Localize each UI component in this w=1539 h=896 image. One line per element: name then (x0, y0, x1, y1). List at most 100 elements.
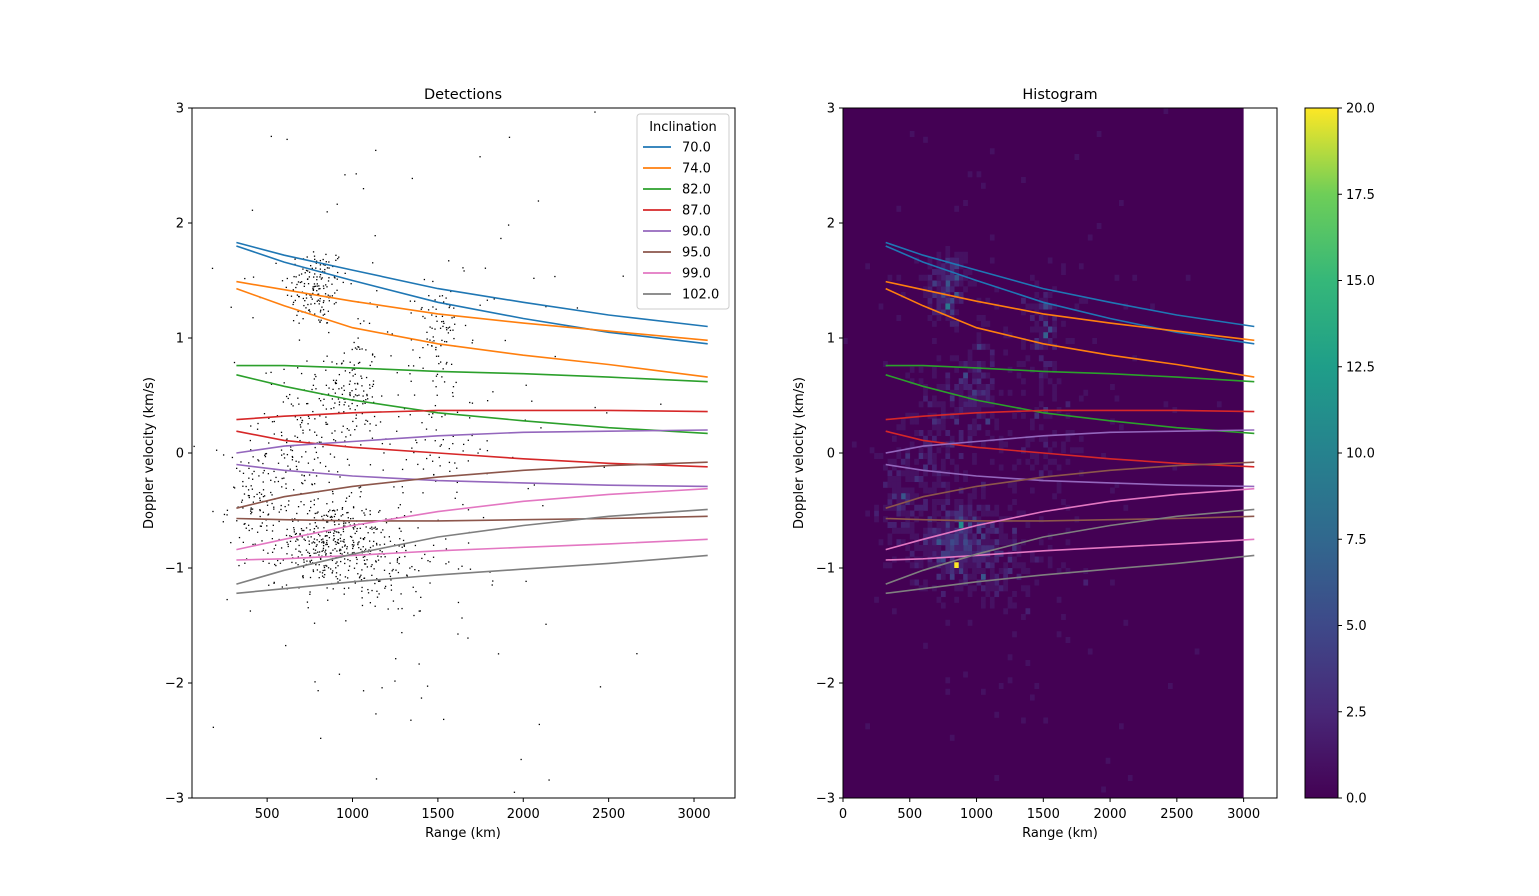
detection-point (307, 536, 309, 538)
detection-point (527, 487, 529, 490)
detection-point (308, 271, 311, 273)
histogram-bin (905, 522, 911, 529)
histogram-bin (1029, 326, 1035, 333)
detection-point (337, 531, 339, 533)
inclination-curve-95.0 (885, 515, 1255, 522)
detection-point (401, 607, 403, 610)
detection-point (315, 552, 317, 554)
histogram-bin (905, 545, 911, 552)
detection-point (356, 530, 358, 532)
detection-point (270, 491, 272, 494)
histogram-bin (994, 711, 1000, 718)
histogram-bin (989, 556, 995, 563)
histogram-bin (1012, 487, 1017, 494)
detection-point (409, 373, 411, 375)
histogram-bin (927, 527, 933, 534)
detection-point (294, 518, 296, 520)
detection-point (374, 526, 377, 528)
histogram-bin (949, 286, 955, 293)
histogram-bin (927, 487, 933, 494)
detection-point (240, 461, 242, 463)
detection-point (410, 312, 412, 314)
histogram-bin (918, 562, 924, 569)
y-tick-label: 1 (176, 332, 184, 347)
detection-point (448, 260, 450, 262)
detection-point (365, 508, 367, 510)
histogram-bin (914, 539, 919, 546)
detection-point (339, 552, 342, 555)
histogram-bin (958, 292, 964, 299)
detection-point (322, 547, 325, 550)
histogram-bin (967, 504, 973, 511)
detection-point (450, 363, 453, 365)
inclination-curve-87.0 (236, 409, 708, 421)
detection-point (342, 425, 344, 427)
detection-point (345, 522, 347, 524)
detection-point (268, 584, 270, 586)
detection-point (369, 464, 372, 466)
histogram-bin (874, 510, 879, 517)
inclination-curve-102.0 (236, 508, 708, 585)
detection-point (384, 556, 386, 558)
detection-point (424, 439, 426, 441)
detection-point (326, 355, 328, 357)
detection-point (308, 309, 311, 311)
detection-point (323, 542, 325, 544)
histogram-bin (967, 619, 973, 626)
histogram-bin (1114, 395, 1120, 402)
detection-point (451, 317, 453, 319)
detection-point (243, 523, 245, 525)
histogram-bin (905, 447, 911, 454)
detection-point (439, 465, 441, 467)
detection-point (362, 400, 365, 402)
histogram-bin (1061, 263, 1066, 270)
histogram-bin (945, 533, 951, 540)
detection-point (576, 307, 579, 309)
detection-point (340, 363, 343, 365)
histogram-bin (980, 372, 986, 379)
histogram-bin (887, 522, 893, 529)
detection-point (334, 381, 337, 384)
detection-point (328, 300, 330, 302)
inclination-curve-99.0 (236, 487, 708, 551)
histogram-bin (932, 424, 937, 431)
detection-point (371, 574, 373, 577)
detection-point (322, 549, 324, 551)
detection-point (344, 576, 347, 578)
detection-point (254, 543, 256, 545)
detection-point (390, 584, 392, 586)
histogram-bin (923, 136, 928, 143)
detection-point (431, 314, 433, 316)
histogram-bin (927, 550, 933, 557)
detection-point (242, 541, 244, 544)
x-tick-label: 2500 (592, 807, 625, 822)
histogram-bin (887, 458, 893, 465)
detection-point (342, 514, 344, 516)
histogram-bin (985, 527, 991, 534)
histogram-bin (1043, 464, 1049, 471)
legend-label: 99.0 (682, 267, 711, 282)
detection-point (313, 276, 315, 278)
detection-point (328, 267, 330, 269)
detection-point (293, 527, 295, 529)
histogram-bin (1118, 424, 1124, 431)
detection-point (445, 563, 447, 565)
histogram-bin (980, 596, 986, 603)
detection-point (323, 271, 326, 273)
detection-point (311, 483, 314, 486)
detection-point (333, 510, 336, 512)
histogram-bin (963, 556, 968, 563)
detection-point (339, 574, 341, 576)
detection-point (374, 560, 377, 562)
histogram-bin (989, 573, 995, 580)
detection-point (286, 438, 288, 440)
detection-point (302, 429, 304, 431)
histogram-bin (980, 522, 986, 529)
detection-point (492, 580, 494, 582)
histogram-bin (914, 412, 919, 419)
detection-point (417, 527, 419, 529)
detection-point (347, 577, 349, 579)
detection-point (331, 295, 334, 297)
detection-point (372, 262, 374, 264)
detection-point (504, 339, 506, 342)
